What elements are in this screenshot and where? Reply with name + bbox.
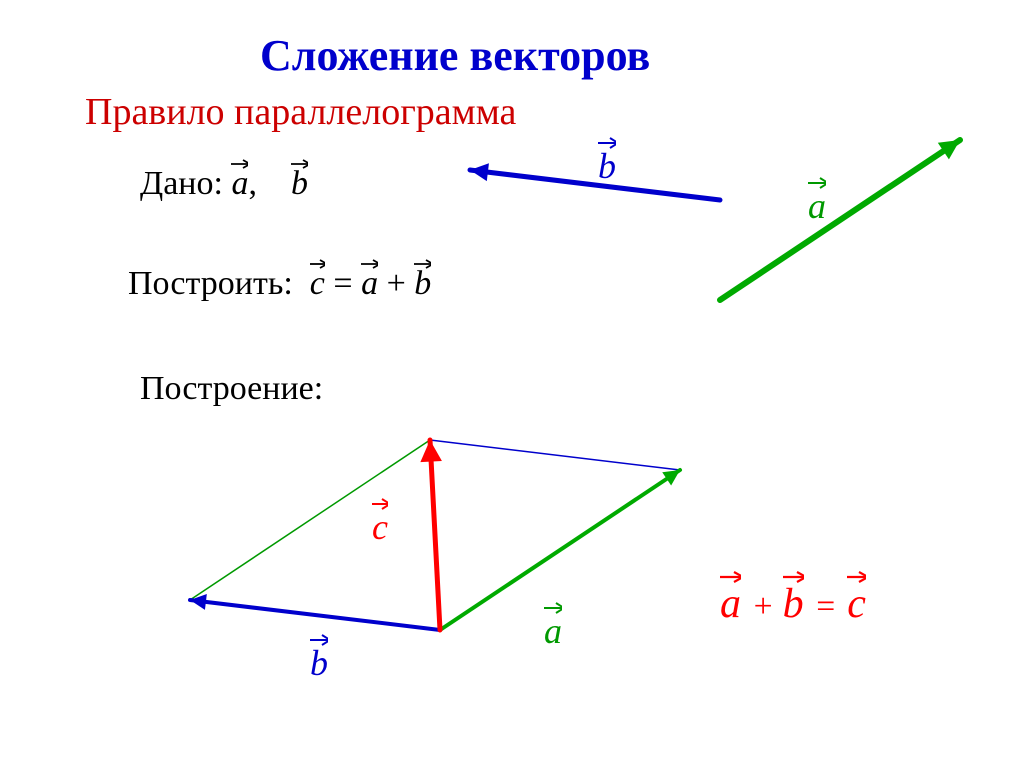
label-a-bottom-vec: a [544,610,562,652]
eq-vec-c: c [847,580,866,628]
label-a-top-letter: a [808,186,826,226]
label-b-bottom: b [310,642,328,684]
label-c-vec: c [372,506,388,548]
label-b-bottom-letter: b [310,643,328,683]
eq-vec-a: a [720,580,741,628]
result-equation: a + b = c [720,580,866,628]
eq-equals: = [814,588,837,625]
eq-vec-b: b [783,580,804,628]
label-c-letter: c [372,507,388,547]
label-c: c [372,506,388,548]
eq-b-letter: b [783,581,804,627]
label-a-bottom: a [544,610,562,652]
stage: Сложение векторов Правило параллелограмм… [0,0,1024,767]
label-b-top: b [598,145,616,187]
label-a-top-vec: a [808,185,826,227]
vector-diagram [0,0,1024,767]
label-b-top-letter: b [598,146,616,186]
label-b-top-vec: b [598,145,616,187]
label-a-bottom-letter: a [544,611,562,651]
label-a-top: a [808,185,826,227]
label-b-bottom-vec: b [310,642,328,684]
eq-a-letter: a [720,581,741,627]
eq-plus: + [752,588,783,625]
eq-c-letter: c [847,581,866,627]
